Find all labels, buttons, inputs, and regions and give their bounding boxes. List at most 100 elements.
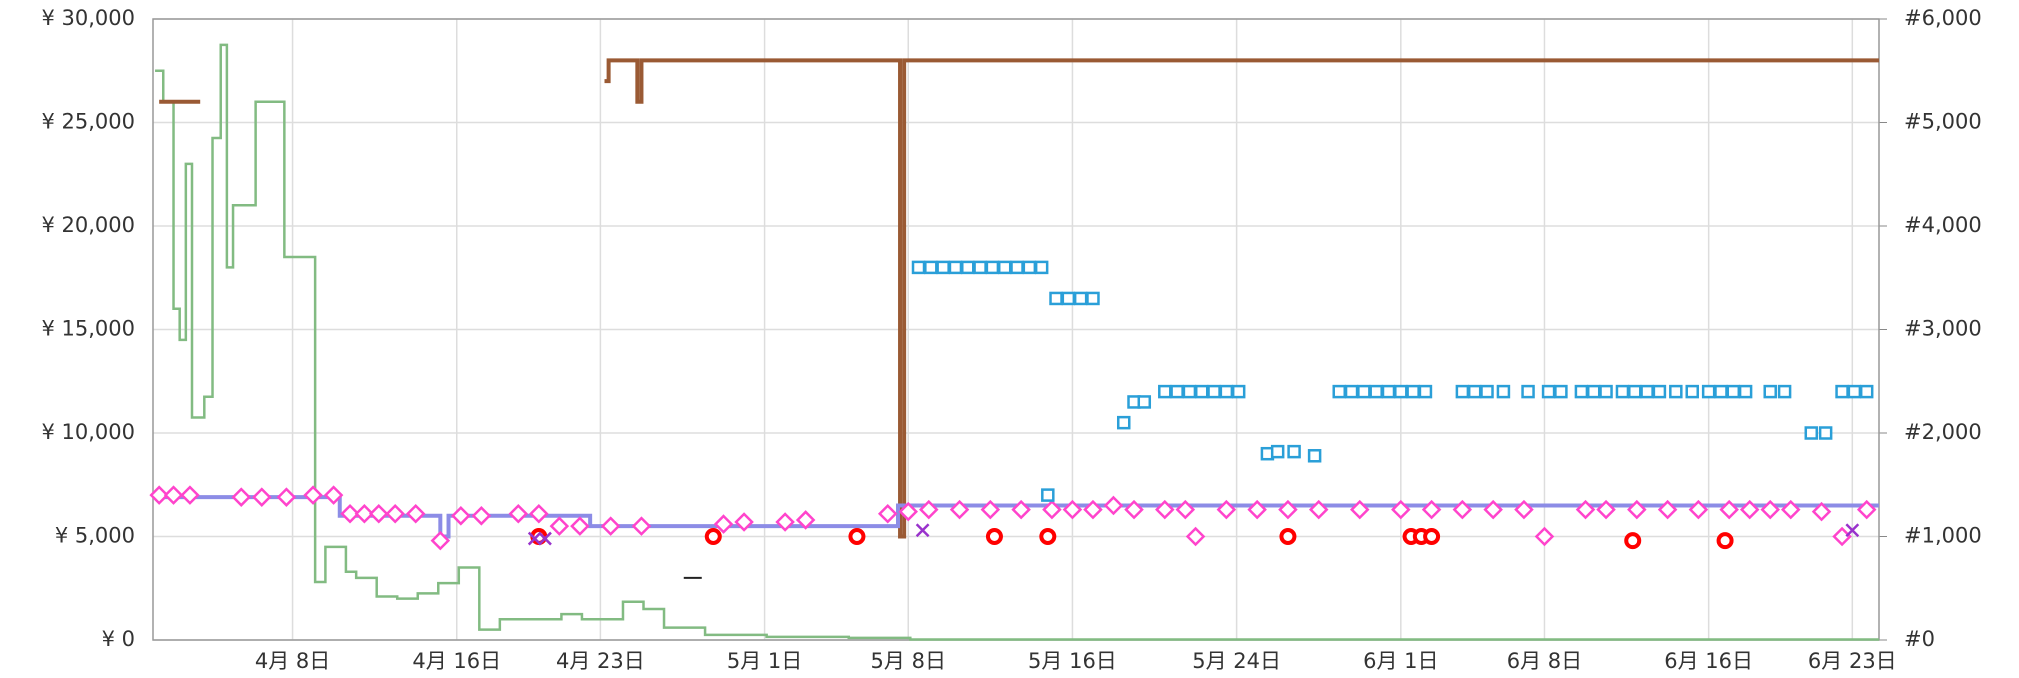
square-marker: [1574, 384, 1589, 399]
square-marker: [1496, 384, 1511, 399]
circle-marker: [1039, 528, 1057, 545]
square-marker: [1207, 384, 1221, 399]
square-marker: [1231, 384, 1246, 399]
diamond-marker: [1514, 499, 1534, 520]
square-marker: [1640, 384, 1654, 399]
diamond-marker: [949, 499, 970, 520]
square-marker: [1804, 426, 1819, 440]
diamond-marker: [163, 485, 184, 505]
diamond-marker: [1421, 499, 1442, 520]
x-tick-label: 4月 23日: [556, 649, 645, 673]
circle-marker: [704, 528, 722, 545]
x-tick-label: 4月 16日: [412, 649, 501, 673]
square-marker: [1777, 384, 1792, 399]
square-marker: [1137, 395, 1152, 409]
square-marker: [997, 260, 1012, 275]
square-marker: [1652, 384, 1667, 399]
square-marker: [1847, 384, 1862, 399]
square-marker: [1086, 291, 1100, 306]
diamond-marker: [1216, 499, 1237, 520]
diamond-marker: [354, 503, 375, 524]
diamond-marker: [1596, 499, 1616, 520]
diamond-marker: [1739, 499, 1760, 520]
square-marker: [1541, 384, 1556, 399]
square-marker: [1835, 384, 1849, 399]
diamond-marker: [451, 506, 471, 526]
square-marker: [1357, 384, 1371, 399]
diamond-marker: [231, 487, 252, 507]
square-marker: [1287, 444, 1301, 459]
square-marker: [1455, 384, 1470, 399]
diamond-marker: [600, 516, 621, 536]
diamond-marker: [1391, 499, 1411, 520]
diamond-marker: [323, 485, 344, 505]
diamond-marker: [405, 503, 426, 524]
y-tick-label: ¥ 20,000: [41, 213, 135, 237]
square-marker: [924, 260, 938, 275]
square-marker: [1586, 384, 1601, 399]
square-marker: [1763, 384, 1777, 399]
circle-marker: [1624, 532, 1642, 550]
line: [159, 58, 1879, 539]
diamond-marker: [430, 530, 451, 551]
circle-marker: [1423, 528, 1441, 545]
diamond-marker: [368, 503, 389, 524]
circle-marker: [1716, 532, 1734, 550]
square-marker: [1685, 384, 1699, 399]
diamond-marker: [180, 485, 200, 505]
diamond-marker: [570, 516, 590, 536]
x-tick-label: 4月 8日: [255, 649, 330, 673]
square-marker: [1332, 384, 1346, 399]
x-marker: [538, 531, 552, 546]
diamond-marker: [1349, 499, 1370, 520]
diamond-marker: [1688, 499, 1709, 520]
square-marker: [1701, 384, 1716, 399]
diamond-marker: [1011, 499, 1031, 520]
square-marker: [1158, 384, 1172, 399]
square-marker: [1307, 449, 1322, 463]
square-marker: [1344, 384, 1359, 399]
line: [153, 495, 1879, 539]
diamond-marker: [713, 514, 734, 534]
diamond-marker: [252, 487, 272, 507]
y2-tick-label: #2,000: [1904, 420, 1982, 444]
diamond-marker: [1811, 501, 1832, 522]
square-marker: [1182, 384, 1197, 399]
diamond-marker: [1483, 499, 1503, 520]
diamond-marker: [795, 510, 816, 530]
line: [155, 43, 1879, 641]
diamond-marker: [1657, 499, 1678, 520]
x-tick-label: 6月 16日: [1664, 649, 1753, 673]
diamond-marker: [1103, 495, 1124, 516]
square-marker: [1010, 260, 1024, 275]
circle-marker: [848, 528, 866, 545]
diamond-marker: [1780, 499, 1801, 520]
y-tick-label: ¥ 5,000: [55, 524, 135, 548]
square-marker: [1034, 260, 1049, 275]
diamond-marker: [1575, 499, 1596, 520]
diamond-marker: [340, 503, 360, 524]
diamond-marker: [1856, 499, 1877, 520]
square-marker: [1615, 384, 1630, 399]
diamond-marker: [775, 512, 795, 532]
diamond-marker: [980, 499, 1001, 520]
diamond-marker: [1278, 499, 1298, 520]
diamond-marker: [471, 506, 492, 526]
square-marker: [1859, 384, 1874, 399]
diamond-marker: [631, 516, 652, 536]
square-marker: [911, 260, 926, 275]
diamond-marker: [303, 485, 323, 505]
square-marker: [1818, 426, 1833, 440]
circle-marker: [985, 528, 1003, 545]
square-marker: [1714, 384, 1728, 399]
diamond-marker: [1308, 499, 1329, 520]
x-tick-label: 5月 1日: [727, 649, 802, 673]
diamond-marker: [1452, 499, 1473, 520]
diamond-marker: [898, 501, 919, 522]
square-marker: [1394, 384, 1408, 399]
square-marker: [1041, 488, 1055, 502]
square-marker: [1073, 291, 1088, 306]
diamond-marker: [529, 503, 549, 524]
square-marker: [948, 260, 963, 275]
diamond-marker: [1247, 499, 1267, 520]
